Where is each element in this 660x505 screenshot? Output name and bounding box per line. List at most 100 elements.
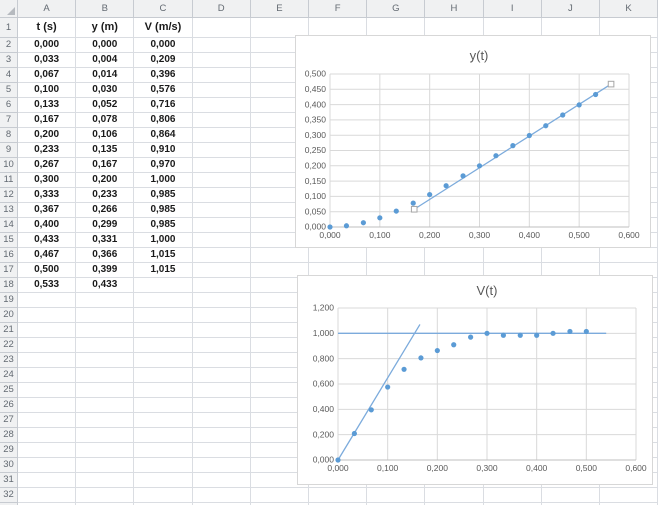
cell-C7[interactable]: 0,806 (134, 113, 193, 128)
cell-J33[interactable] (541, 503, 600, 505)
column-header-G[interactable]: G (367, 0, 426, 18)
cell-A6[interactable]: 0,133 (18, 98, 77, 113)
cell-C28[interactable] (134, 428, 193, 443)
cell-B1[interactable]: y (m) (76, 18, 135, 38)
cell-B27[interactable] (76, 413, 135, 428)
cell-J32[interactable] (541, 488, 600, 503)
row-header-19[interactable]: 19 (0, 293, 18, 308)
row-header-30[interactable]: 30 (0, 458, 18, 473)
cell-D17[interactable] (192, 263, 251, 278)
cell-C22[interactable] (134, 338, 193, 353)
row-header-23[interactable]: 23 (0, 353, 18, 368)
cell-G16[interactable] (367, 248, 426, 263)
cell-D2[interactable] (192, 38, 251, 53)
cell-D11[interactable] (192, 173, 251, 188)
row-header-5[interactable]: 5 (0, 83, 18, 98)
cell-B8[interactable]: 0,106 (76, 128, 135, 143)
cell-C25[interactable] (134, 383, 193, 398)
cell-D13[interactable] (192, 203, 251, 218)
cell-E32[interactable] (250, 488, 309, 503)
cell-I33[interactable] (483, 503, 542, 505)
cell-B23[interactable] (76, 353, 135, 368)
cell-B28[interactable] (76, 428, 135, 443)
row-header-17[interactable]: 17 (0, 263, 18, 278)
cell-A5[interactable]: 0,100 (18, 83, 77, 98)
cell-C1[interactable]: V (m/s) (134, 18, 193, 38)
column-header-J[interactable]: J (541, 0, 600, 18)
cell-A23[interactable] (18, 353, 77, 368)
cell-B15[interactable]: 0,331 (76, 233, 135, 248)
cell-C14[interactable]: 0,985 (134, 218, 193, 233)
cell-C26[interactable] (134, 398, 193, 413)
select-all-button[interactable] (0, 0, 18, 18)
cell-C5[interactable]: 0,576 (134, 83, 193, 98)
cell-D9[interactable] (192, 143, 251, 158)
cell-B26[interactable] (76, 398, 135, 413)
row-header-7[interactable]: 7 (0, 113, 18, 128)
cell-A19[interactable] (18, 293, 77, 308)
cell-D18[interactable] (192, 278, 251, 293)
cell-D4[interactable] (192, 68, 251, 83)
cell-B18[interactable]: 0,433 (76, 278, 135, 293)
cell-D3[interactable] (192, 53, 251, 68)
cell-B2[interactable]: 0,000 (76, 38, 135, 53)
row-header-29[interactable]: 29 (0, 443, 18, 458)
row-header-25[interactable]: 25 (0, 383, 18, 398)
cell-H32[interactable] (425, 488, 484, 503)
cell-K16[interactable] (600, 248, 659, 263)
row-header-16[interactable]: 16 (0, 248, 18, 263)
cell-A22[interactable] (18, 338, 77, 353)
cell-A7[interactable]: 0,167 (18, 113, 77, 128)
cell-A31[interactable] (18, 473, 77, 488)
cell-A12[interactable]: 0,333 (18, 188, 77, 203)
cell-E17[interactable] (250, 263, 309, 278)
cell-D19[interactable] (192, 293, 251, 308)
cell-B5[interactable]: 0,030 (76, 83, 135, 98)
cell-A8[interactable]: 0,200 (18, 128, 77, 143)
cell-C12[interactable]: 0,985 (134, 188, 193, 203)
row-header-1[interactable]: 1 (0, 18, 18, 38)
cell-B16[interactable]: 0,366 (76, 248, 135, 263)
cell-B4[interactable]: 0,014 (76, 68, 135, 83)
cell-B32[interactable] (76, 488, 135, 503)
row-header-15[interactable]: 15 (0, 233, 18, 248)
cell-C23[interactable] (134, 353, 193, 368)
cell-C24[interactable] (134, 368, 193, 383)
cell-D21[interactable] (192, 323, 251, 338)
cell-J16[interactable] (541, 248, 600, 263)
cell-A18[interactable]: 0,533 (18, 278, 77, 293)
cell-A30[interactable] (18, 458, 77, 473)
cell-A9[interactable]: 0,233 (18, 143, 77, 158)
cell-A10[interactable]: 0,267 (18, 158, 77, 173)
cell-A1[interactable]: t (s) (18, 18, 77, 38)
cell-A26[interactable] (18, 398, 77, 413)
cell-C13[interactable]: 0,985 (134, 203, 193, 218)
cell-B11[interactable]: 0,200 (76, 173, 135, 188)
cell-C18[interactable] (134, 278, 193, 293)
cell-A33[interactable] (18, 503, 77, 505)
cell-B21[interactable] (76, 323, 135, 338)
cell-C27[interactable] (134, 413, 193, 428)
column-header-K[interactable]: K (600, 0, 659, 18)
cell-A15[interactable]: 0,433 (18, 233, 77, 248)
row-header-31[interactable]: 31 (0, 473, 18, 488)
row-header-21[interactable]: 21 (0, 323, 18, 338)
cell-C33[interactable] (134, 503, 193, 505)
cell-D26[interactable] (192, 398, 251, 413)
cell-D22[interactable] (192, 338, 251, 353)
cell-B20[interactable] (76, 308, 135, 323)
row-header-10[interactable]: 10 (0, 158, 18, 173)
cell-A11[interactable]: 0,300 (18, 173, 77, 188)
cell-B19[interactable] (76, 293, 135, 308)
row-header-33[interactable]: 33 (0, 503, 18, 505)
cell-D16[interactable] (192, 248, 251, 263)
column-header-B[interactable]: B (76, 0, 135, 18)
row-header-11[interactable]: 11 (0, 173, 18, 188)
cell-E1[interactable] (250, 18, 309, 38)
cell-D24[interactable] (192, 368, 251, 383)
cell-D32[interactable] (192, 488, 251, 503)
cell-A25[interactable] (18, 383, 77, 398)
cell-B24[interactable] (76, 368, 135, 383)
cell-D1[interactable] (192, 18, 251, 38)
cell-F32[interactable] (309, 488, 368, 503)
